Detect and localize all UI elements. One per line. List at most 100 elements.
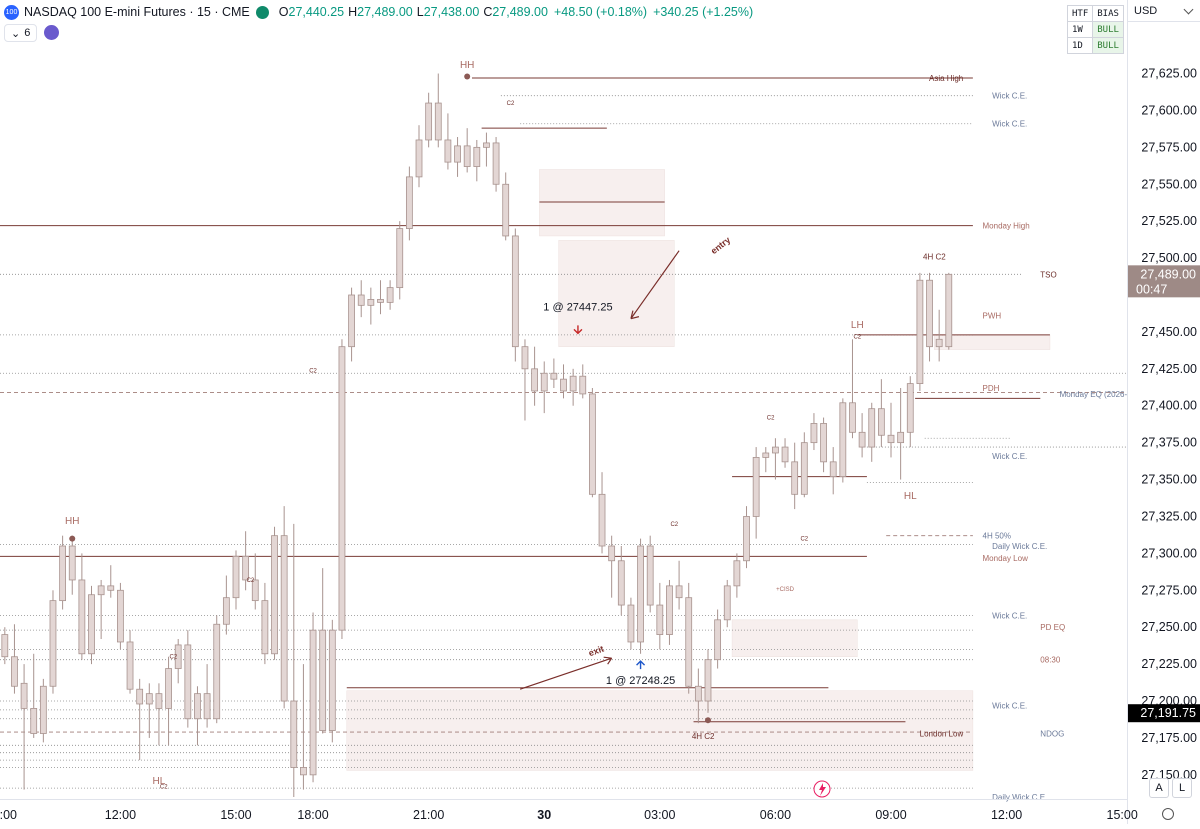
candle-body [617,560,625,606]
candle-body [637,545,644,643]
candle-body [598,493,606,547]
bias-tf-1d: 1D [1066,37,1094,54]
candle-body [685,597,693,687]
candle-body [492,142,500,185]
chart-annotation: 1 @ 27248.25 [606,675,675,687]
symbol-logo[interactable]: 100 [4,4,19,20]
chart-annotation: 4H C2 [923,252,946,261]
candle-body [11,656,18,687]
level-label: Asia High [929,74,963,83]
candle-body [608,545,616,562]
currency-selector[interactable]: USD [1128,0,1200,22]
candle-body [675,585,683,599]
x-tick-label: 15:00 [1107,808,1138,822]
candle-body [849,402,856,433]
candle-body [521,346,529,370]
x-tick-label: 21:00 [413,808,444,822]
symbol-title[interactable]: NASDAQ 100 E-mini Futures · 15 · CME [24,5,250,19]
candle-body [858,431,866,448]
y-tick-label: 27,400.00 [1141,399,1197,413]
candle-body [425,102,433,141]
symbol-header: 100 NASDAQ 100 E-mini Futures · 15 · CME… [0,3,753,21]
candle-body [868,408,876,448]
low-value: 27,438.00 [423,5,480,19]
chart-annotation: C2 [767,416,775,422]
candle-body [743,516,750,562]
last-price-badge [1128,704,1200,723]
chart-annotation: C2 [247,578,255,584]
chart-annotation: 4H C2 [692,732,715,741]
candle-body [550,372,558,380]
y-tick-label: 27,375.00 [1141,436,1197,450]
sync-icon[interactable] [44,25,59,40]
candle-body [483,142,490,148]
candle-body [810,423,818,444]
y-tick-label: 27,525.00 [1141,214,1197,228]
candle-body [1,634,9,658]
level-label: 4H 50% [983,532,1011,541]
level-label: Wick C.E. [992,611,1027,620]
candle-body [300,767,307,776]
level-label: PWH [983,312,1002,321]
x-tick-label: 06:00 [760,808,791,822]
candle-body [377,299,384,303]
chart-annotation: HH [460,60,474,71]
current-price-badge [1128,265,1200,298]
low-key: L [416,5,424,19]
candle-body [627,604,635,643]
level-label: Wick C.E. [992,120,1027,129]
auto-scale-button[interactable]: A [1149,778,1169,798]
y-tick-label: 27,600.00 [1141,103,1197,117]
indicator-collapse-button[interactable]: ⌄ 6 [4,24,38,42]
y-tick-label: 27,450.00 [1141,325,1197,339]
level-label: NDOG [1040,730,1064,739]
candle-body [926,279,933,348]
level-label: PDH [983,384,1000,393]
chart-annotation: LH [851,320,864,331]
y-tick-label: 27,300.00 [1141,546,1197,560]
candle-body [88,594,95,655]
x-tick-label: 09:00 [875,808,906,822]
candle-body [39,685,47,734]
candle-body [357,294,365,306]
y-tick-label: 27,625.00 [1141,67,1197,81]
candle-body [473,146,481,167]
y-tick-label: 27,425.00 [1141,362,1197,376]
candle-body [338,346,346,631]
candle-body [800,442,808,495]
candle-body [752,457,760,517]
candle-body [723,585,731,621]
x-tick-label: 30 [537,808,551,822]
chart-annotation: 1 @ 27447.25 [543,301,612,313]
chart-annotation: C2 [309,368,317,374]
fvg-zone [539,169,665,237]
sell-arrow-icon [573,325,583,335]
candle-body [386,287,394,303]
candle-body [261,600,269,655]
y-tick-label: 27,175.00 [1141,731,1197,745]
candle-body [117,589,124,643]
chevron-down-icon: ⌄ [11,27,21,40]
buy-arrow-icon [636,660,646,670]
chart-annotation: C2 [507,101,515,107]
bias-header-htf: HTF [1066,5,1094,22]
candle-body [569,375,577,392]
candle-body [97,585,105,596]
log-scale-button[interactable]: L [1172,778,1192,798]
candle-body [829,461,837,478]
candle-body [560,378,567,392]
candle-body [540,372,548,392]
exit-label: exit [587,644,605,659]
level-label: PD EQ [1040,623,1065,632]
market-status-icon[interactable] [255,5,269,19]
gear-icon[interactable] [1162,808,1174,820]
level-label: Daily Wick C.E. [992,793,1047,802]
candle-body [502,183,510,237]
candle-body [887,434,895,444]
candle-body [136,688,144,705]
swing-point-marker [69,535,76,542]
candle-body [184,644,192,720]
bias-header-bias: BIAS [1092,5,1124,22]
